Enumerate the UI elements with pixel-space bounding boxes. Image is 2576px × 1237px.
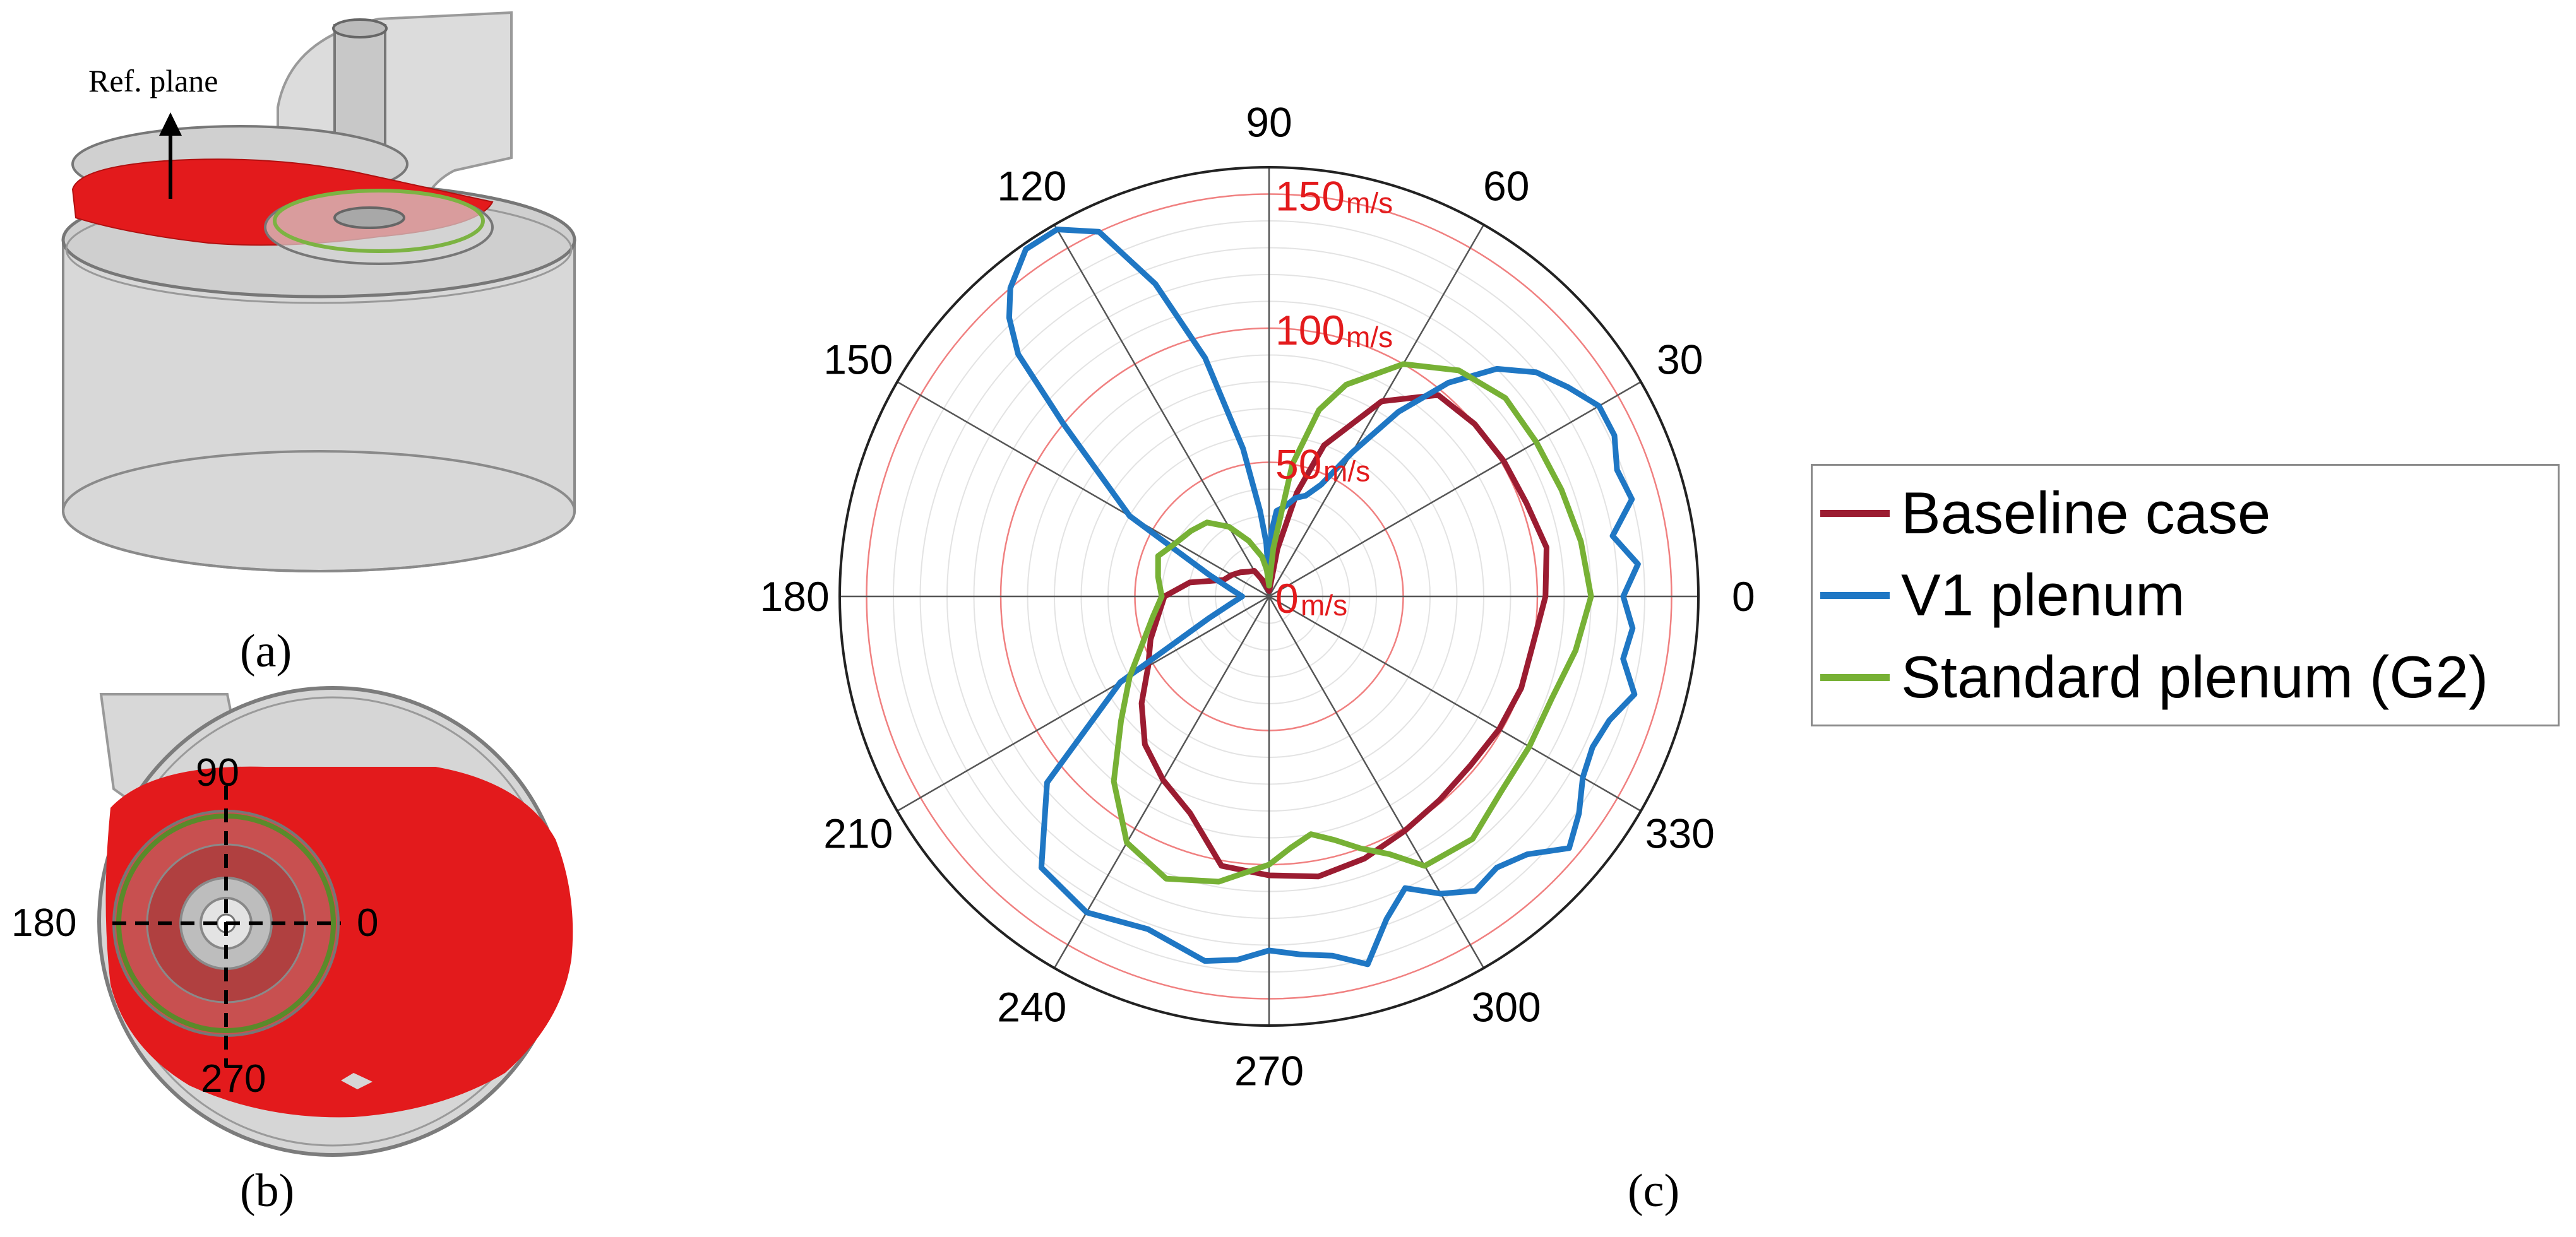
plenum-top-view: 90 180 0 270: [11, 686, 573, 1157]
angle-tick-label: 180: [760, 573, 830, 620]
legend-label: V1 plenum: [1901, 562, 2185, 628]
radial-tick-label: 0: [1275, 575, 1299, 622]
radial-tick-unit: m/s: [1346, 187, 1393, 220]
panel-label-a: (a): [240, 625, 292, 677]
ref-plane-label: Ref. plane: [88, 63, 218, 98]
legend-swatch-baseline: [1820, 509, 1890, 517]
angle-tick-label: 0: [1732, 573, 1755, 620]
radial-tick-label: 150: [1275, 173, 1345, 220]
radial-tick-unit: m/s: [1301, 589, 1347, 622]
angle-tick-label: 330: [1645, 810, 1715, 857]
angle-tick-label: 300: [1472, 984, 1541, 1031]
legend-label: Standard plenum (G2): [1901, 644, 2489, 710]
inlet-hole: [333, 206, 405, 229]
chart-legend: Baseline case V1 plenum Standard plenum …: [1811, 464, 2560, 726]
polar-series: [1006, 227, 1641, 968]
angle-tick-label: 30: [1657, 336, 1703, 382]
angle-tick-label: 120: [997, 162, 1066, 209]
plenum-3d-view: Ref. plane: [61, 11, 576, 572]
series-line-0: [1138, 392, 1549, 880]
angle-tick-label: 150: [823, 336, 893, 382]
cylinder-bottom-rim: [62, 450, 576, 572]
panel-label-c: (c): [1628, 1165, 1680, 1217]
legend-item: Baseline case: [1813, 475, 2270, 551]
radial-tick-label: 100: [1275, 307, 1345, 353]
angle-tick-label: 210: [823, 810, 893, 857]
legend-item: Standard plenum (G2): [1813, 639, 2488, 715]
polar-outer-border: [838, 166, 1700, 1027]
measurement-ring: [273, 189, 485, 253]
series-line-1: [1006, 227, 1641, 968]
polar-grid: [838, 166, 1700, 1027]
axis-label-270: 270: [201, 1057, 266, 1101]
angle-tick-label: 270: [1234, 1047, 1304, 1094]
inlet-tube-cap: [332, 18, 388, 38]
axis-label-0: 0: [357, 901, 378, 945]
panel-label-b: (b): [240, 1165, 295, 1217]
angle-tick-label: 90: [1246, 99, 1292, 146]
legend-label: Baseline case: [1901, 480, 2271, 546]
radial-tick-unit: m/s: [1346, 321, 1393, 353]
legend-swatch-g2: [1820, 673, 1890, 681]
series-line-2: [1111, 361, 1594, 885]
axis-label-180: 180: [11, 901, 76, 945]
angle-tick-label: 240: [997, 984, 1066, 1031]
angular-spoke: [897, 381, 1642, 812]
legend-item: V1 plenum: [1813, 557, 2185, 633]
ref-plane-arrowhead: [159, 112, 182, 136]
radial-tick-label: 50: [1275, 441, 1321, 488]
legend-swatch-v1: [1820, 591, 1890, 599]
axis-label-90: 90: [196, 751, 239, 795]
red-notch: [341, 1073, 373, 1089]
radial-tick-unit: m/s: [1323, 455, 1370, 488]
angle-tick-label: 60: [1483, 162, 1529, 209]
